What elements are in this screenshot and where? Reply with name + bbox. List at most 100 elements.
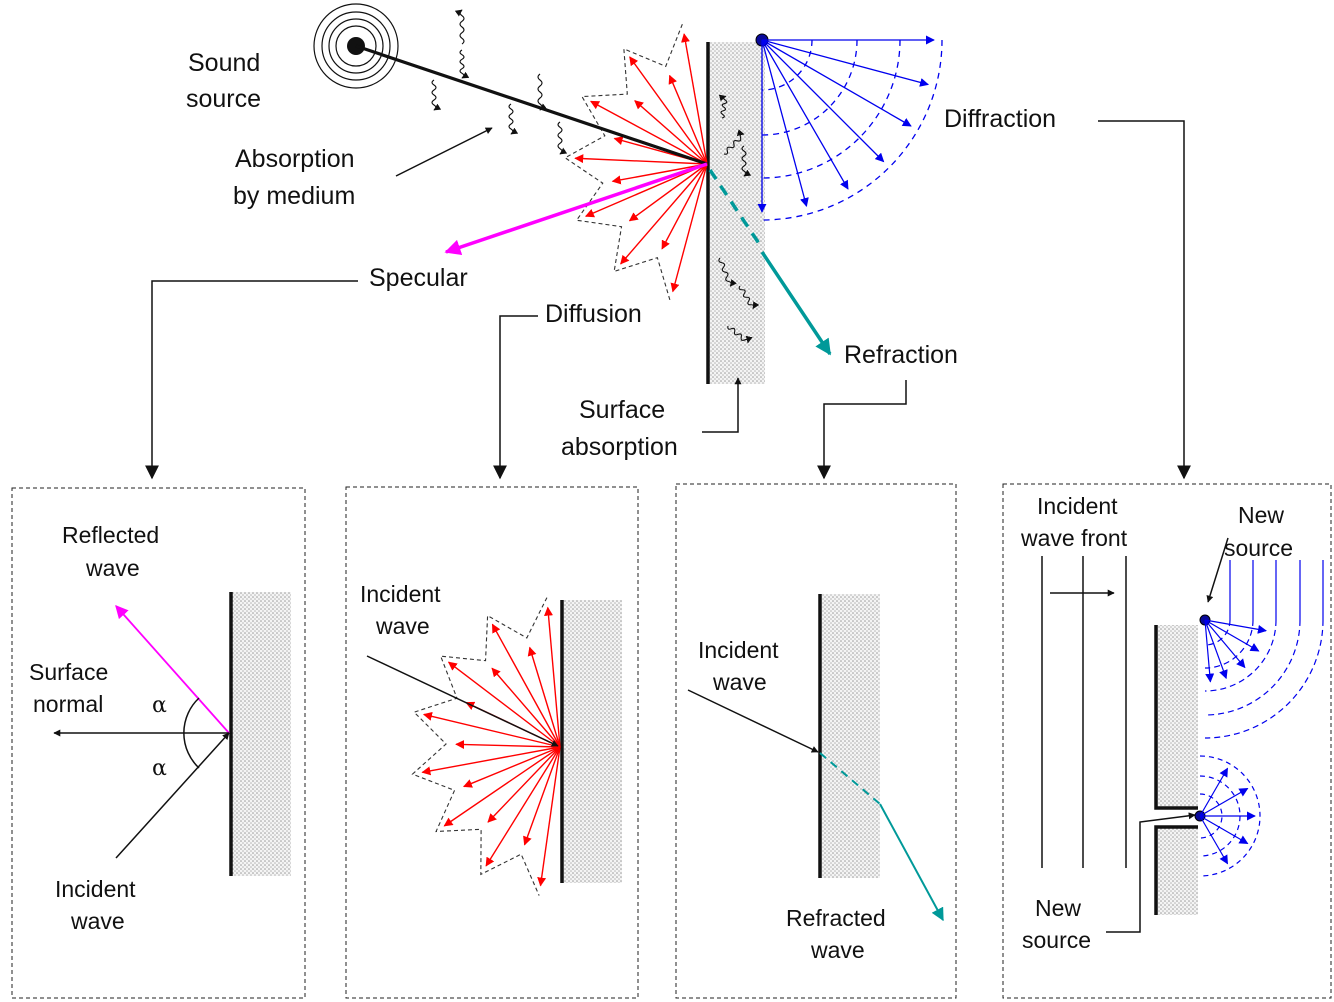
refraction-label: Refraction <box>844 341 958 369</box>
panel-diffusion-rays <box>411 597 561 896</box>
diffusion-ray <box>661 163 708 250</box>
new-source-top-pointer <box>1206 537 1229 603</box>
incident-ray <box>355 44 708 166</box>
refraction-incident-ray <box>687 689 819 753</box>
absorption-squiggles <box>431 9 760 344</box>
squiggle-icon <box>508 103 519 135</box>
specular-arrow <box>444 162 708 255</box>
diffusion-ray <box>491 667 561 748</box>
new-source-bottom-label-line2: source <box>1022 927 1091 953</box>
specular-connector <box>145 280 358 480</box>
squiggle-icon <box>738 285 760 310</box>
sound-source-label: Sound <box>188 49 260 77</box>
diffraction-wavefront <box>761 39 813 91</box>
diffusion-ray <box>634 100 708 165</box>
new-source-bottom-pointer <box>1106 812 1196 933</box>
diffusion-label: Diffusion <box>545 300 642 328</box>
refraction-panel-wall <box>820 594 880 878</box>
angle-arc <box>183 697 200 769</box>
refracted-wave-label: Refracted <box>786 905 886 931</box>
sound-source-label-line2: source <box>186 85 261 113</box>
alpha-top-label: α <box>152 693 167 718</box>
main-wall <box>707 42 765 384</box>
diffusion-ray <box>487 746 561 823</box>
diffraction-wavefront <box>1204 619 1301 716</box>
diffraction-ray <box>1204 619 1228 680</box>
incident-wave-front-label-line2: wave front <box>1020 525 1128 551</box>
diffusion-panel-wall <box>562 600 622 883</box>
diffusion-ray <box>681 33 708 165</box>
diffraction-upper-wall <box>1156 625 1198 808</box>
squiggle-icon <box>718 94 728 119</box>
specular-reflected-ray <box>115 605 230 734</box>
new-source-top-label-line2: source <box>1224 535 1293 561</box>
squiggle-icon <box>454 9 465 45</box>
diffusion-ray <box>670 163 708 293</box>
diffusion-ray <box>628 163 708 222</box>
diffusion-ray <box>523 746 561 846</box>
diffraction-ray <box>1204 619 1267 634</box>
diffraction-ray <box>761 39 849 190</box>
reflected-wave-label-line2: wave <box>85 555 140 581</box>
refraction-arrow <box>760 251 832 356</box>
reflected-wave-label: Reflected <box>62 522 159 548</box>
diffraction-connector <box>1098 120 1191 480</box>
squiggle-icon <box>741 145 752 177</box>
diffraction-wavefront <box>1204 619 1231 646</box>
refraction-dashed <box>708 169 764 249</box>
specular-label: Specular <box>369 264 468 292</box>
diffraction-ray <box>1199 767 1229 817</box>
diffraction-ray <box>1204 619 1246 669</box>
diffraction-wavefront <box>1199 775 1241 857</box>
diffraction-panel: Incident wave front New source New sourc… <box>1002 483 1332 999</box>
diffusion-ray <box>491 623 561 748</box>
specular-panel-wall <box>231 592 291 876</box>
diffusion-ray <box>629 56 708 165</box>
diffraction-ray <box>1204 619 1260 652</box>
diffusion-ray <box>421 746 561 776</box>
squiggle-icon <box>557 121 568 155</box>
squiggle-icon <box>723 129 745 155</box>
refraction-incident-label-line2: wave <box>712 669 767 695</box>
diffusion-ray <box>462 746 561 788</box>
diffusion-ray <box>422 711 561 748</box>
diffraction-wavefront <box>1204 619 1324 739</box>
squiggle-icon <box>718 257 737 287</box>
absorption-medium-label-line2: by medium <box>233 182 355 210</box>
squiggle-icon <box>537 73 548 111</box>
specular-incident-ray <box>115 732 230 859</box>
incident-wave-front-label: Incident <box>1037 493 1118 519</box>
refraction-incident-label: Incident <box>698 637 779 663</box>
diffusion-ray <box>611 163 708 185</box>
surface-normal-label-line2: normal <box>33 691 103 717</box>
diffusion-ray <box>527 646 561 748</box>
diffusion-ray <box>537 746 561 887</box>
diffraction-ray <box>1199 815 1249 845</box>
surface-absorption-pointer <box>702 377 742 433</box>
diffraction-ray <box>1199 787 1249 817</box>
panel-diffraction-waves <box>1194 560 1324 877</box>
absorption-pointer <box>395 127 493 177</box>
new-source-top-label: New <box>1238 502 1284 528</box>
diffusion-ray <box>443 746 561 827</box>
diffusion-panel: Incident wave <box>345 486 639 999</box>
diffusion-ray <box>590 100 708 165</box>
diffusion-ray <box>620 163 708 265</box>
specular-incident-label-line2: wave <box>70 908 125 934</box>
diffusion-ray <box>668 74 708 165</box>
diffusion-ray <box>544 606 561 748</box>
diffraction-wavefront <box>1204 619 1277 692</box>
diffusion-rays <box>564 23 708 302</box>
diffraction-upper-wall-edge <box>1154 625 1198 810</box>
diffraction-lower-wall-edge <box>1154 825 1198 915</box>
diffusion-ray <box>447 661 561 748</box>
squiggle-icon <box>459 49 470 79</box>
diffraction-fan <box>755 33 943 221</box>
diffusion-incident-label-line2: wave <box>375 613 430 639</box>
refraction-connector <box>817 380 907 480</box>
diffusion-incident-label: Incident <box>360 581 441 607</box>
diffraction-ray <box>761 39 809 208</box>
refracted-ray <box>879 803 944 922</box>
